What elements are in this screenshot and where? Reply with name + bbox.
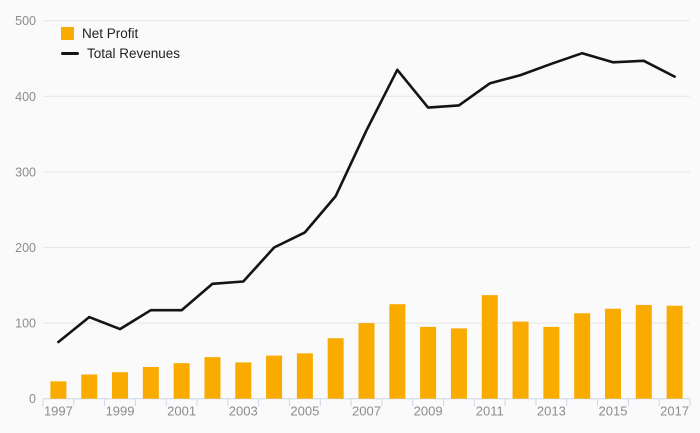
x-axis-label-2001: 2001 [167, 404, 196, 419]
bar-2009[interactable] [420, 326, 437, 399]
bar-2012[interactable] [512, 321, 529, 399]
y-axis-label-200: 200 [15, 241, 36, 255]
x-axis-label-1999: 1999 [106, 404, 135, 419]
total-revenues-line-icon [61, 52, 79, 55]
legend-item-net-profit[interactable]: Net Profit [61, 26, 180, 41]
bar-2013[interactable] [543, 326, 560, 399]
x-axis-label-2013: 2013 [537, 404, 566, 419]
bar-1997[interactable] [50, 381, 67, 399]
bar-2014[interactable] [574, 313, 591, 399]
bar-2002[interactable] [204, 357, 221, 399]
bar-2015[interactable] [604, 308, 621, 399]
total-revenues-line[interactable] [57, 51, 676, 344]
y-axis-label-100: 100 [15, 317, 36, 331]
x-axis-label-2017: 2017 [660, 404, 689, 419]
bar-2003[interactable] [235, 362, 252, 399]
bar-2008[interactable] [389, 304, 406, 399]
bar-2005[interactable] [296, 353, 313, 399]
bar-2004[interactable] [266, 355, 283, 399]
x-axis-label-2009: 2009 [414, 404, 443, 419]
x-axis-label-2003: 2003 [229, 404, 258, 419]
legend-label-net-profit: Net Profit [82, 26, 139, 41]
y-axis-label-400: 400 [15, 90, 36, 104]
bar-2011[interactable] [481, 295, 498, 399]
legend: Net Profit Total Revenues [61, 26, 180, 61]
bar-2010[interactable] [450, 328, 467, 399]
bar-2007[interactable] [358, 323, 375, 399]
x-axis-label-2011: 2011 [476, 404, 504, 419]
bar-2017[interactable] [666, 305, 683, 399]
x-axis-label-2005: 2005 [290, 404, 319, 419]
y-axis-label-300: 300 [15, 165, 36, 179]
bar-2006[interactable] [327, 338, 344, 399]
bar-1999[interactable] [112, 372, 129, 399]
y-axis-label-0: 0 [29, 392, 36, 406]
bar-2016[interactable] [635, 304, 652, 399]
legend-label-total-revenues: Total Revenues [87, 46, 181, 61]
bar-2000[interactable] [142, 366, 159, 399]
bar-1998[interactable] [81, 374, 98, 399]
legend-item-total-revenues[interactable]: Total Revenues [61, 46, 180, 61]
x-axis-label-1997: 1997 [44, 404, 73, 419]
x-axis-label-2015: 2015 [599, 404, 628, 419]
y-axis-label-500: 500 [15, 14, 36, 28]
net-profit-swatch-icon [61, 27, 74, 40]
bar-2001[interactable] [173, 363, 190, 399]
x-axis-label-2007: 2007 [352, 404, 381, 419]
